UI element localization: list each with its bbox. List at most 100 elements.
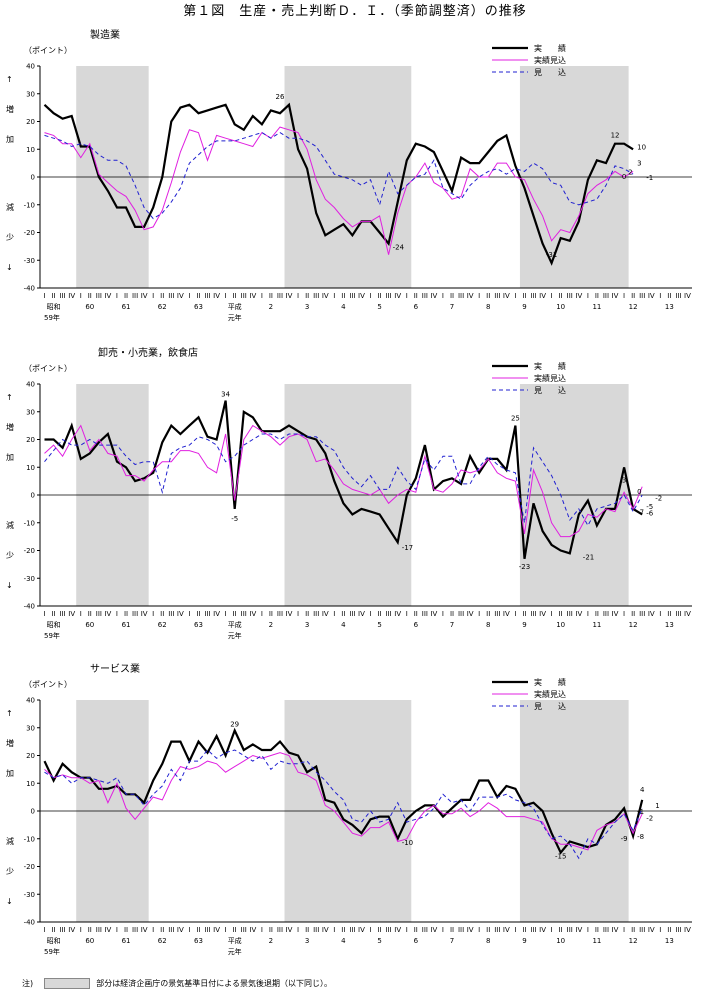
y-up-label: 加	[6, 134, 14, 144]
data-label: 2	[628, 168, 632, 176]
y-up-label: ↑	[6, 75, 13, 84]
x-year-label: 12	[629, 621, 638, 629]
legend-label: 実績見込	[534, 689, 566, 699]
x-quarter-label: III	[458, 610, 464, 618]
y-tick-label: 10	[26, 464, 35, 472]
data-label: 3	[622, 477, 626, 485]
x-quarter-label: I	[297, 926, 299, 934]
legend-label: 実 績	[534, 43, 566, 53]
x-quarter-label: I	[442, 926, 444, 934]
x-quarter-label: III	[168, 292, 174, 300]
x-year-label: 3	[305, 303, 309, 311]
x-quarter-label: I	[152, 926, 154, 934]
x-quarter-label: II	[595, 926, 599, 934]
x-quarter-label: III	[603, 610, 609, 618]
y-tick-label: -20	[24, 863, 35, 871]
x-quarter-label: II	[450, 292, 454, 300]
data-label: 3	[637, 160, 641, 168]
x-quarter-label: IV	[104, 292, 111, 300]
legend-label: 実 績	[534, 361, 566, 371]
x-quarter-label: II	[450, 926, 454, 934]
x-quarter-label: I	[116, 292, 118, 300]
x-quarter-label: III	[241, 610, 247, 618]
x-quarter-label: I	[623, 292, 625, 300]
x-quarter-label: II	[233, 926, 237, 934]
x-quarter-label: IV	[68, 610, 75, 618]
x-year-label: 6	[414, 303, 419, 311]
legend-label: 実績見込	[534, 373, 566, 383]
y-up-label: ↑	[6, 393, 13, 402]
x-quarter-label: I	[43, 926, 45, 934]
x-year-label: 昭和	[47, 936, 61, 945]
x-quarter-label: II	[160, 292, 164, 300]
x-quarter-label: I	[369, 926, 371, 934]
x-quarter-label: I	[623, 926, 625, 934]
x-quarter-label: I	[442, 292, 444, 300]
x-year-label: 平成	[228, 302, 242, 311]
x-quarter-label: II	[667, 926, 671, 934]
x-year-label: 61	[122, 303, 131, 311]
x-quarter-label: I	[188, 926, 190, 934]
x-quarter-label: III	[96, 926, 102, 934]
x-quarter-label: II	[667, 610, 671, 618]
x-quarter-label: III	[204, 926, 210, 934]
y-tick-label: 40	[26, 381, 35, 389]
x-quarter-label: III	[60, 610, 66, 618]
y-down-label: ↓	[6, 897, 13, 906]
x-quarter-label: IV	[322, 292, 329, 300]
legend-label: 実 績	[534, 677, 566, 687]
x-quarter-label: I	[514, 926, 516, 934]
x-quarter-label: III	[603, 292, 609, 300]
series-line-actual	[43, 727, 644, 855]
x-year-label: 62	[158, 937, 167, 945]
x-quarter-label: I	[261, 926, 263, 934]
x-year-label: 7	[450, 621, 454, 629]
x-year-label: 2	[269, 937, 273, 945]
data-label: -1	[646, 174, 653, 182]
data-label: -1	[637, 808, 644, 816]
x-quarter-label: II	[88, 926, 92, 934]
x-quarter-label: I	[225, 610, 227, 618]
x-quarter-label: I	[333, 292, 335, 300]
x-year-sub-label: 59年	[44, 947, 60, 956]
data-label: 12	[611, 132, 620, 140]
x-quarter-label: IV	[104, 926, 111, 934]
x-quarter-label: IV	[213, 292, 220, 300]
y-tick-label: 20	[26, 436, 35, 444]
x-year-label: 4	[341, 937, 346, 945]
x-year-label: 63	[194, 303, 203, 311]
x-quarter-label: III	[639, 610, 645, 618]
x-quarter-label: III	[204, 610, 210, 618]
x-quarter-label: I	[80, 292, 82, 300]
y-tick-label: -40	[24, 285, 35, 293]
x-year-label: 9	[522, 303, 526, 311]
x-year-label: 60	[85, 621, 94, 629]
x-quarter-label: I	[369, 610, 371, 618]
x-quarter-label: IV	[394, 926, 401, 934]
x-quarter-label: IV	[648, 926, 655, 934]
x-quarter-label: I	[261, 610, 263, 618]
x-quarter-label: III	[675, 926, 681, 934]
x-year-label: 5	[377, 937, 381, 945]
x-year-label: 6	[414, 621, 419, 629]
x-quarter-label: I	[659, 292, 661, 300]
y-up-label: ↑	[6, 709, 13, 718]
x-year-label: 13	[665, 303, 674, 311]
data-label: 29	[230, 721, 239, 729]
x-quarter-label: IV	[467, 926, 474, 934]
x-year-label: 62	[158, 303, 167, 311]
x-year-label: 3	[305, 621, 309, 629]
x-quarter-label: IV	[358, 610, 365, 618]
y-tick-label: -20	[24, 547, 35, 555]
x-quarter-label: III	[277, 292, 283, 300]
x-quarter-label: I	[514, 292, 516, 300]
x-quarter-label: I	[116, 610, 118, 618]
x-year-label: 13	[665, 937, 674, 945]
x-quarter-label: I	[297, 292, 299, 300]
y-up-label: 増	[6, 738, 14, 748]
x-quarter-label: III	[313, 292, 319, 300]
x-quarter-label: II	[486, 926, 490, 934]
legend-label: 見 込	[534, 386, 566, 395]
x-quarter-label: IV	[684, 926, 691, 934]
x-quarter-label: III	[494, 926, 500, 934]
